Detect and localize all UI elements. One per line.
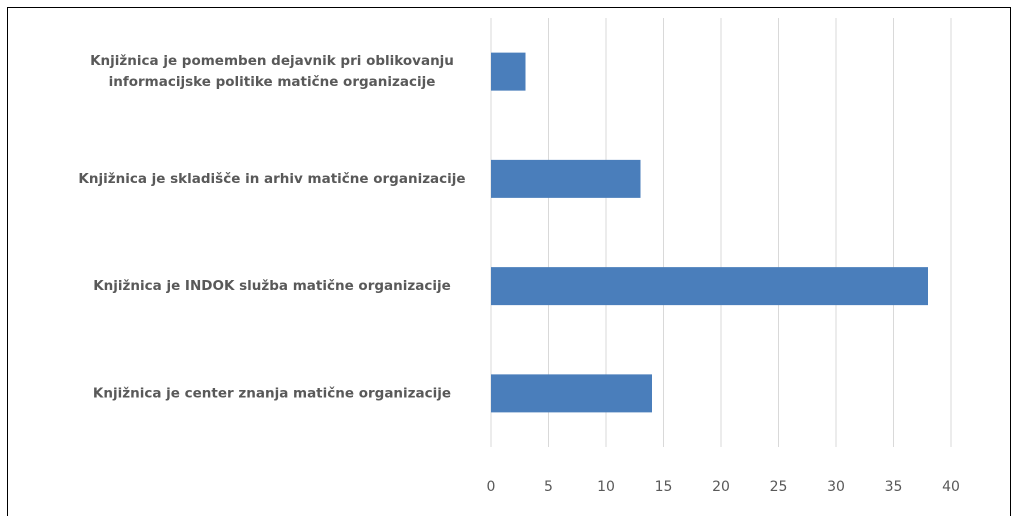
bar [491, 374, 652, 413]
bar [491, 267, 928, 306]
x-tick-label: 5 [544, 479, 553, 495]
y-tick-label: Knjižnica je INDOK služba matične organi… [93, 278, 451, 294]
y-tick-label: Knjižnica je center znanja matične organ… [93, 385, 451, 401]
label-line: Knjižnica je skladišče in arhiv matične … [78, 171, 465, 187]
y-tick-label: Knjižnica je pomemben dejavnik pri oblik… [90, 53, 454, 90]
label-line: Knjižnica je center znanja matične organ… [93, 385, 451, 401]
label-line: informacijske politike matične organizac… [109, 74, 436, 90]
x-tick-label: 10 [597, 479, 615, 495]
x-tick-label: 25 [770, 479, 788, 495]
x-tick-label: 20 [712, 479, 730, 495]
x-tick-label: 15 [655, 479, 673, 495]
y-tick-label: Knjižnica je skladišče in arhiv matične … [78, 171, 465, 187]
x-tick-label: 35 [885, 479, 903, 495]
frame [7, 7, 1011, 516]
x-tick-label: 0 [487, 479, 496, 495]
x-tick-label: 40 [942, 479, 960, 495]
label-line: Knjižnica je INDOK služba matične organi… [93, 278, 451, 294]
label-line: Knjižnica je pomemben dejavnik pri oblik… [90, 53, 454, 69]
bar [491, 159, 641, 198]
x-tick-label: 30 [827, 479, 845, 495]
bar [491, 52, 526, 91]
